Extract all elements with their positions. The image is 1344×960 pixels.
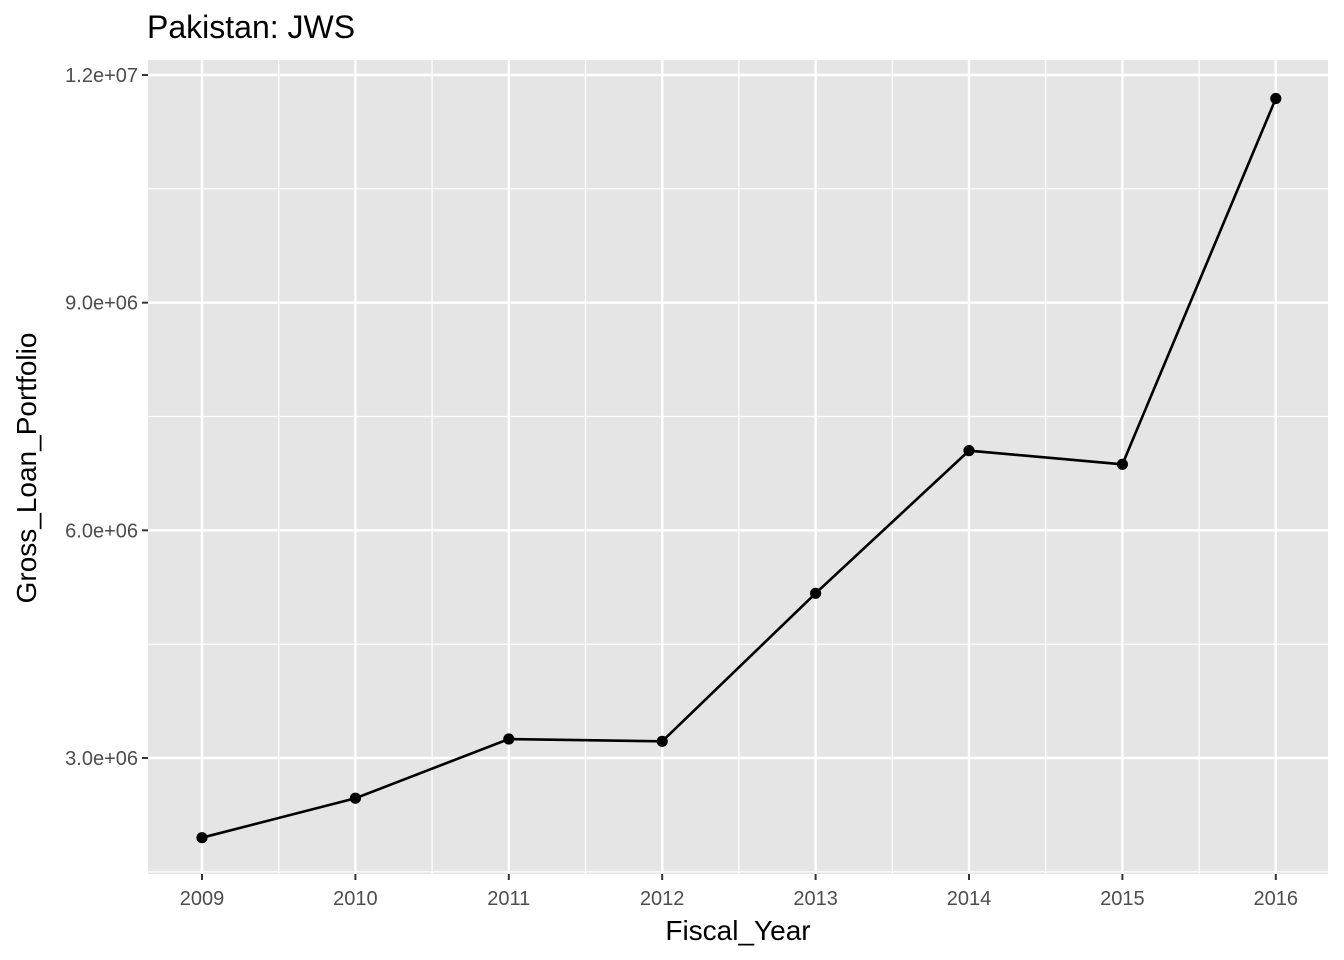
data-point — [810, 587, 822, 599]
data-point — [349, 792, 361, 804]
data-point — [1116, 458, 1128, 470]
y-axis: 3.0e+06 6.0e+06 9.0e+06 1.2e+07 — [65, 65, 148, 770]
x-tick-label: 2014 — [947, 888, 992, 910]
y-tick-label: 3.0e+06 — [65, 748, 138, 770]
minor-gridlines — [148, 60, 1328, 874]
x-tick-label: 2010 — [333, 888, 378, 910]
x-tick-label: 2015 — [1100, 888, 1145, 910]
y-tick-label: 1.2e+07 — [65, 65, 138, 87]
y-axis-title: Gross_Loan_Portfolio — [11, 333, 42, 604]
x-axis-title: Fiscal_Year — [665, 915, 810, 946]
x-tick-label: 2009 — [180, 888, 225, 910]
y-tick-label: 9.0e+06 — [65, 293, 138, 315]
chart-title: Pakistan: JWS — [147, 9, 355, 45]
series-points — [196, 92, 1282, 844]
x-tick-label: 2013 — [793, 888, 838, 910]
x-tick-label: 2012 — [640, 888, 685, 910]
data-point — [196, 832, 208, 844]
data-point — [503, 733, 515, 745]
data-point — [963, 445, 975, 457]
x-tick-label: 2011 — [487, 888, 530, 910]
y-tick-label: 6.0e+06 — [65, 520, 138, 542]
data-point — [656, 735, 668, 747]
x-axis: 2009 2010 2011 2012 2013 2014 2015 2016 — [180, 874, 1298, 910]
data-point — [1270, 92, 1282, 105]
plot-panel — [148, 60, 1328, 874]
major-gridlines — [148, 60, 1328, 874]
x-tick-label: 2016 — [1254, 888, 1299, 910]
series-line — [201, 98, 1277, 839]
